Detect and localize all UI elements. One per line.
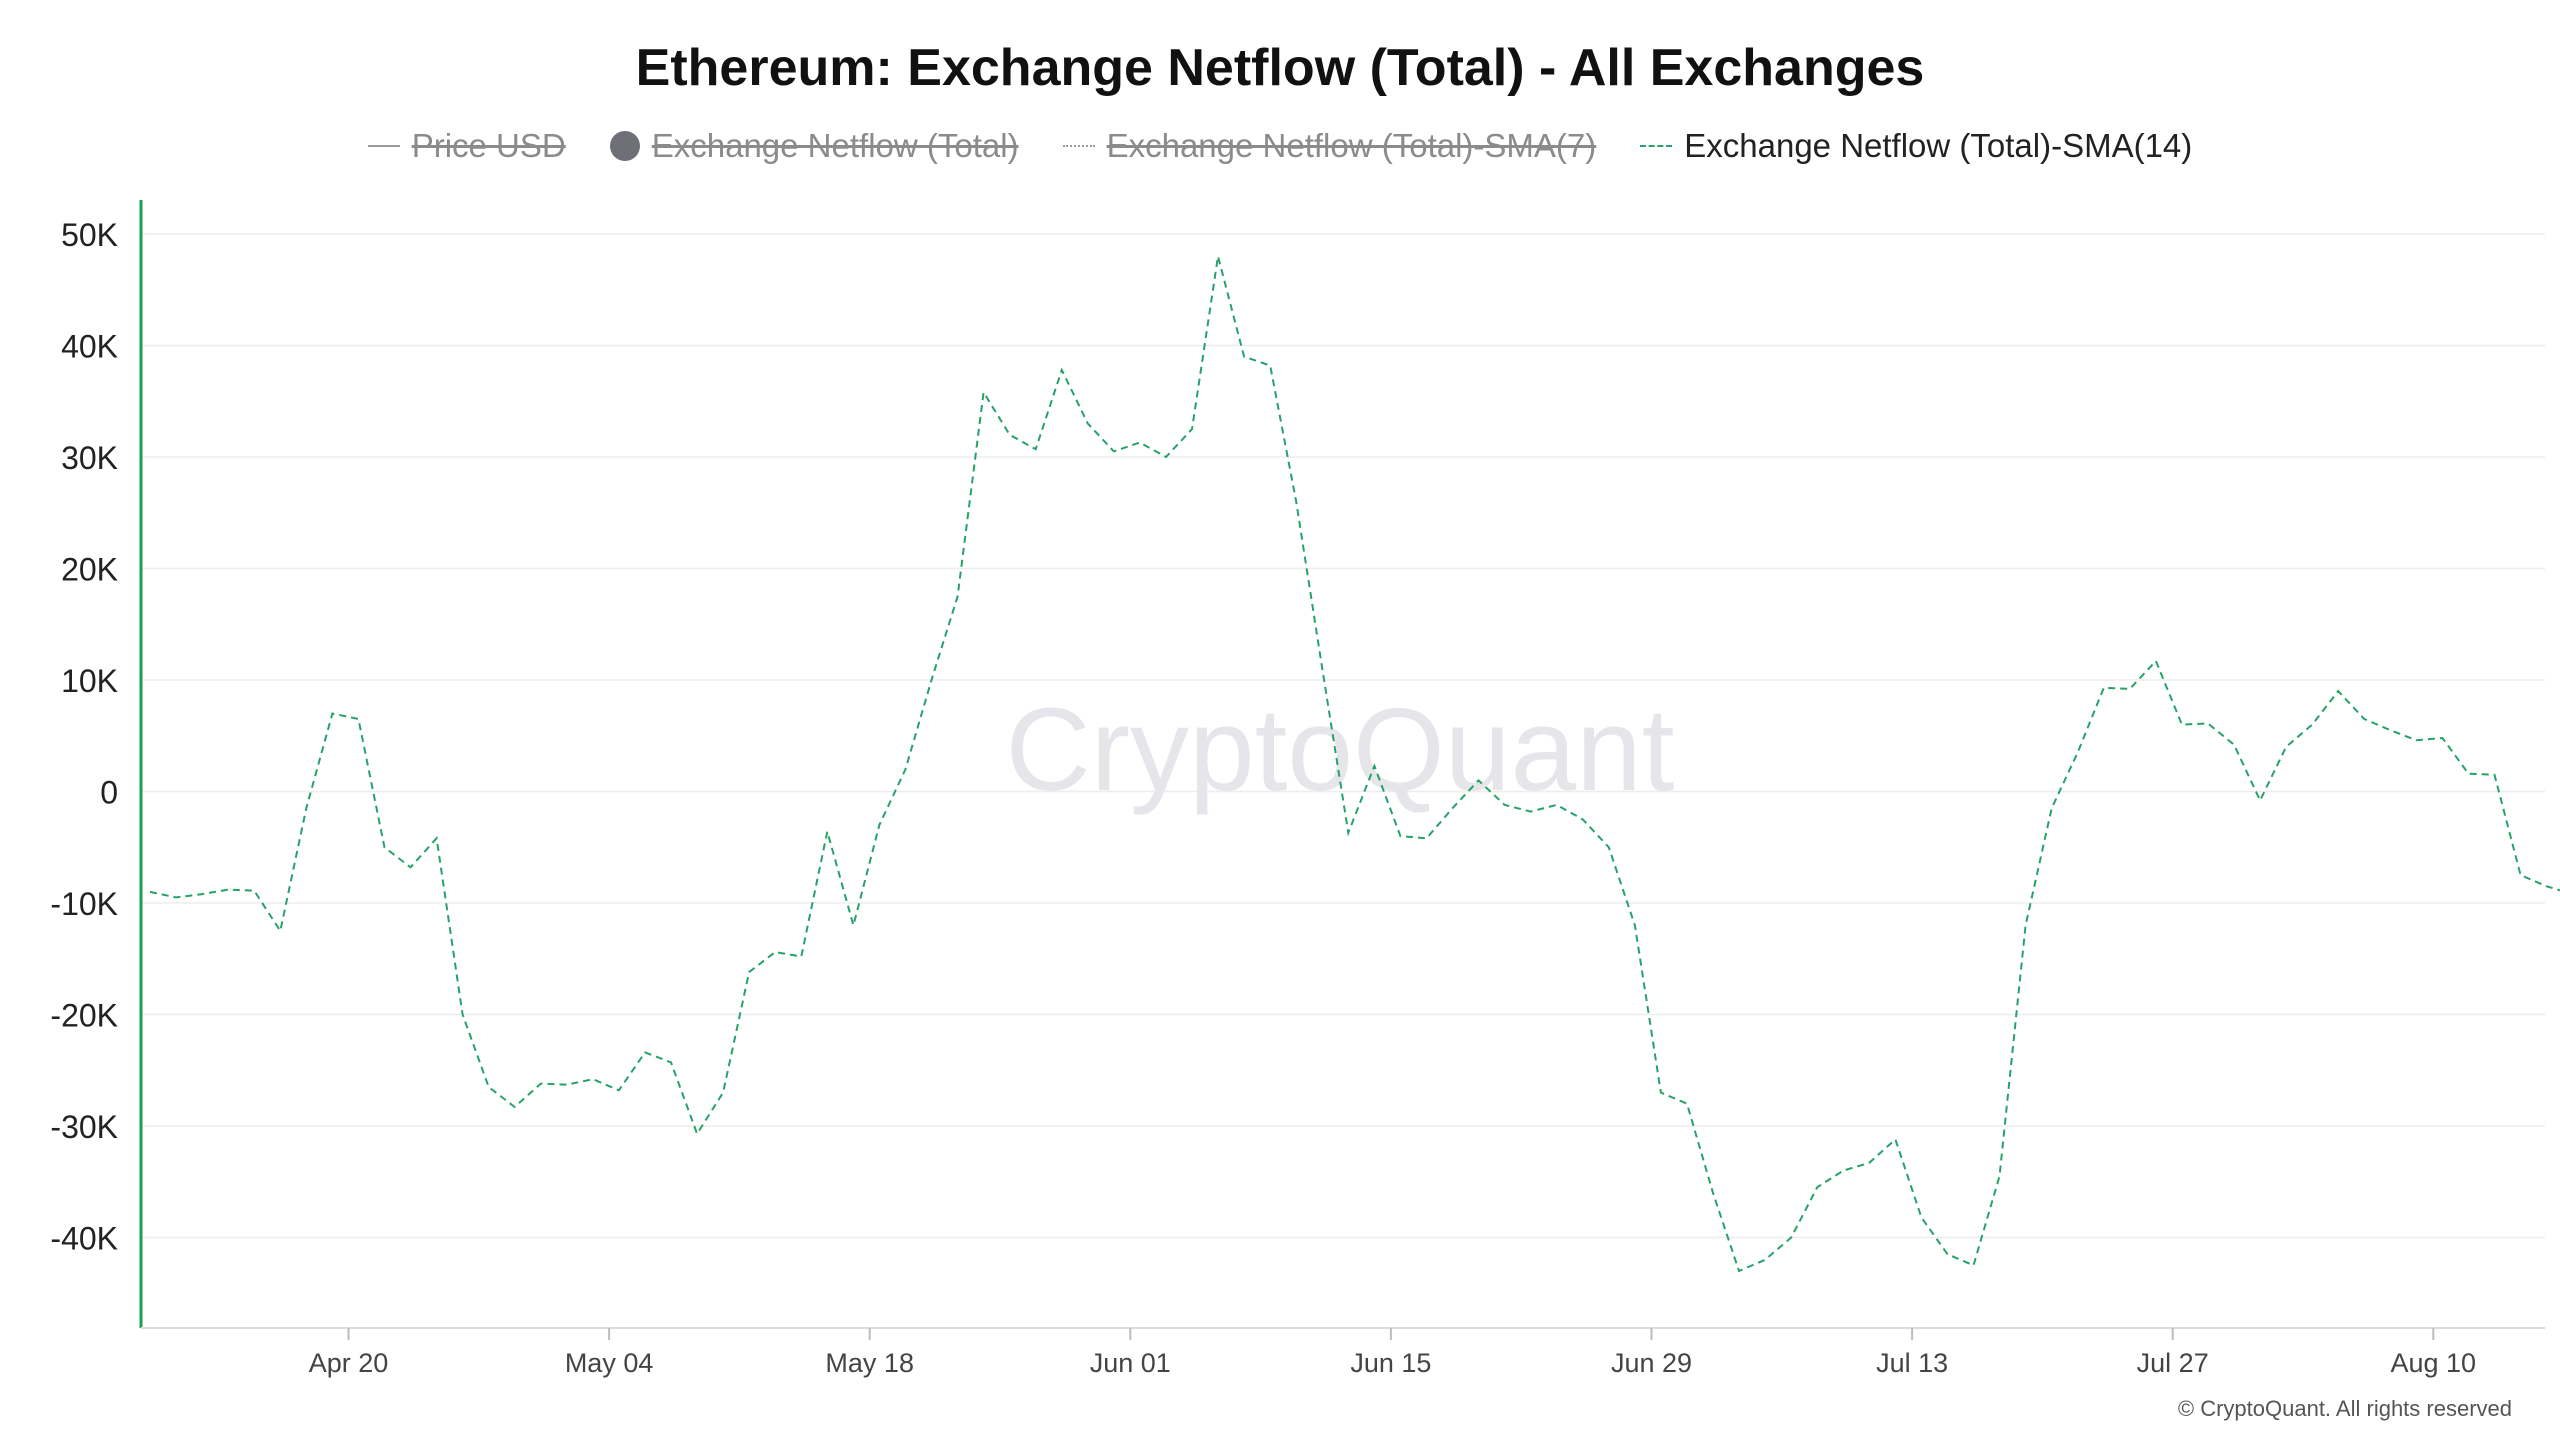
copyright-notice: © CryptoQuant. All rights reserved bbox=[2177, 1396, 2512, 1421]
legend-label-netflow: Exchange Netflow (Total) bbox=[651, 127, 1019, 164]
legend-item-netflow-sma14[interactable]: Exchange Netflow (Total)-SMA(14) bbox=[1640, 127, 2192, 165]
chart-title: Ethereum: Exchange Netflow (Total) - All… bbox=[635, 39, 1925, 97]
legend-label-price-usd: Price USD bbox=[411, 127, 566, 164]
legend-circle-swatch bbox=[609, 131, 640, 161]
legend-item-netflow[interactable]: Exchange Netflow (Total) bbox=[609, 127, 1019, 165]
series-line-netflow-sma14 bbox=[149, 256, 2560, 1273]
y-tick-label: 40K bbox=[61, 329, 118, 365]
y-tick-label: -10K bbox=[50, 886, 118, 922]
x-tick-label: Jun 15 bbox=[1350, 1348, 1431, 1378]
x-tick-label: Jun 01 bbox=[1090, 1348, 1171, 1378]
x-tick-label: Jun 29 bbox=[1611, 1348, 1692, 1378]
legend-label-netflow-sma7: Exchange Netflow (Total)-SMA(7) bbox=[1106, 127, 1597, 164]
y-tick-label: 10K bbox=[61, 663, 118, 699]
y-tick-label: 20K bbox=[61, 552, 118, 588]
legend: Price USD Exchange Netflow (Total) Excha… bbox=[0, 122, 2560, 170]
legend-dotted-swatch bbox=[1062, 145, 1095, 147]
y-tick-label: -40K bbox=[50, 1221, 118, 1257]
y-tick-label: -20K bbox=[50, 998, 118, 1034]
x-tick-label: Jul 27 bbox=[2137, 1348, 2209, 1378]
x-tick-label: Apr 20 bbox=[309, 1348, 389, 1378]
legend-line-swatch bbox=[367, 145, 400, 147]
legend-item-price-usd[interactable]: Price USD bbox=[367, 127, 566, 165]
x-tick-label: May 04 bbox=[565, 1348, 654, 1378]
x-tick-label: Jul 13 bbox=[1876, 1348, 1948, 1378]
legend-label-netflow-sma14: Exchange Netflow (Total)-SMA(14) bbox=[1684, 127, 2193, 164]
x-tick-label: Aug 10 bbox=[2391, 1348, 2477, 1378]
legend-item-netflow-sma7[interactable]: Exchange Netflow (Total)-SMA(7) bbox=[1062, 127, 1597, 165]
legend-dashed-swatch bbox=[1640, 145, 1673, 147]
y-tick-label: 50K bbox=[61, 217, 118, 253]
watermark-text: CryptoQuant bbox=[1006, 684, 1675, 816]
y-tick-label: -30K bbox=[50, 1109, 118, 1145]
y-tick-label: 30K bbox=[61, 440, 118, 476]
y-tick-label: 0 bbox=[100, 775, 118, 811]
x-tick-label: May 18 bbox=[825, 1348, 914, 1378]
